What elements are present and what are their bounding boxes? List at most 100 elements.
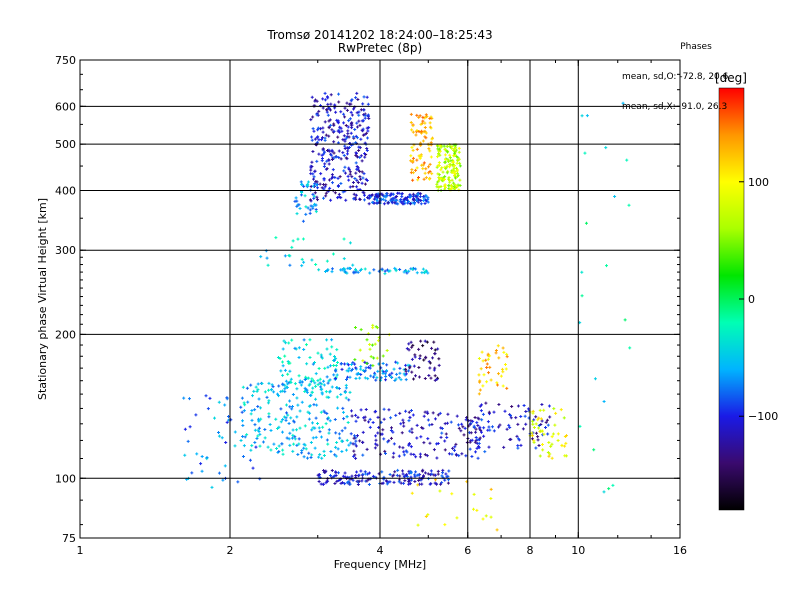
data-point (485, 366, 489, 370)
data-point (297, 355, 301, 359)
x-tick-label: 2 (227, 544, 234, 557)
data-point (311, 379, 315, 383)
data-point (451, 168, 455, 172)
data-point (433, 417, 437, 421)
data-point (371, 474, 375, 478)
data-point (313, 191, 317, 195)
data-point (366, 136, 370, 140)
data-point (329, 102, 333, 106)
data-point (339, 110, 343, 114)
data-point (288, 431, 292, 435)
y-tick-label: 300 (55, 244, 76, 257)
data-point (550, 456, 554, 460)
data-point (334, 364, 338, 368)
data-point (274, 236, 278, 240)
x-tick-label: 10 (571, 544, 585, 557)
data-point (390, 192, 394, 196)
data-point (359, 365, 363, 369)
data-point (502, 445, 506, 449)
data-point (435, 377, 439, 381)
data-point (404, 449, 408, 453)
data-point (450, 178, 454, 182)
data-point (366, 129, 370, 133)
data-point (539, 423, 543, 427)
data-point (340, 450, 344, 454)
data-point (330, 270, 334, 274)
data-point (497, 425, 501, 429)
data-point (438, 144, 442, 148)
data-point (421, 119, 425, 123)
data-point (436, 413, 440, 417)
data-point (420, 469, 424, 473)
data-point (407, 348, 411, 352)
data-point (458, 178, 462, 182)
data-point (309, 118, 313, 122)
data-point (429, 155, 433, 159)
data-point (423, 125, 427, 129)
data-point (316, 198, 320, 202)
data-point (357, 148, 361, 152)
data-point (422, 358, 426, 362)
data-point (365, 361, 369, 365)
data-point (436, 469, 440, 473)
data-point (445, 164, 449, 168)
data-point (460, 422, 464, 426)
data-point (405, 271, 409, 275)
data-point (320, 435, 324, 439)
data-point (404, 196, 408, 200)
data-point (442, 177, 446, 181)
data-point (308, 208, 312, 212)
data-point (390, 371, 394, 375)
data-point (410, 145, 414, 149)
data-point (343, 171, 347, 175)
data-point (288, 369, 292, 373)
data-point (310, 421, 314, 425)
data-point (354, 193, 358, 197)
data-point (428, 125, 432, 129)
data-point (450, 145, 454, 149)
data-point (358, 197, 362, 201)
data-point (300, 191, 304, 195)
data-point (477, 446, 481, 450)
data-point (482, 373, 486, 377)
data-point (508, 414, 512, 418)
data-point (323, 410, 327, 414)
data-point (241, 385, 245, 389)
data-point (286, 372, 290, 376)
data-point (270, 388, 274, 392)
data-point (325, 338, 329, 342)
data-point (304, 205, 308, 209)
data-point (331, 252, 335, 256)
data-point (348, 170, 352, 174)
data-point (334, 369, 338, 373)
data-point (410, 370, 414, 374)
data-point (322, 383, 326, 387)
data-point (454, 176, 458, 180)
data-point (460, 452, 464, 456)
data-point (324, 133, 328, 137)
data-point (363, 182, 367, 186)
data-point (325, 411, 329, 415)
data-point (334, 376, 338, 380)
data-point (421, 115, 425, 119)
data-point (562, 416, 566, 420)
data-point (410, 168, 414, 172)
data-point (339, 126, 343, 130)
data-point (334, 155, 338, 159)
data-point (326, 113, 330, 117)
data-point (423, 129, 427, 133)
data-point (321, 482, 325, 486)
data-point (540, 403, 544, 406)
data-point (361, 453, 365, 457)
data-point (327, 106, 331, 110)
data-point (336, 184, 340, 188)
data-point (271, 385, 275, 389)
stats-line-o: mean, sd,O: -72.8, 20.6 (622, 72, 729, 82)
data-point (281, 373, 285, 377)
data-point (365, 447, 369, 451)
stats-line-x: mean, sd,X: 91.0, 26.3 (622, 102, 728, 112)
data-point (501, 370, 505, 374)
data-point (337, 149, 341, 153)
data-point (401, 418, 405, 422)
data-point (316, 135, 320, 139)
